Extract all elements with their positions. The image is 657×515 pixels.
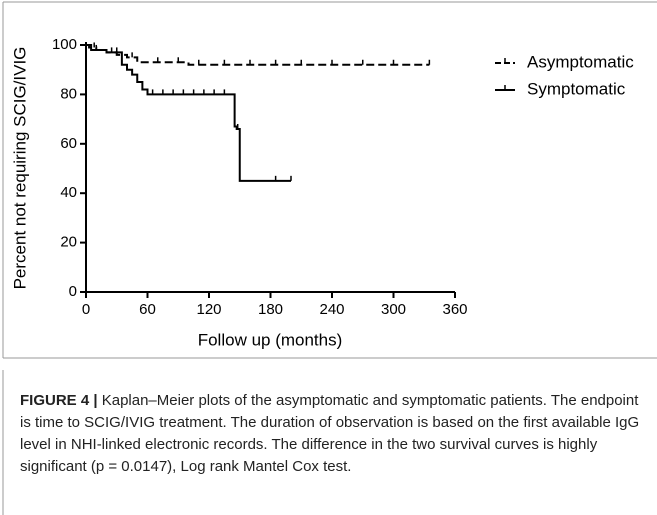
x-axis-label: Follow up (months) xyxy=(198,330,343,349)
y-tick-label: 0 xyxy=(69,283,77,300)
y-tick-label: 40 xyxy=(60,184,77,201)
x-tick-label: 240 xyxy=(319,301,344,318)
y-tick-label: 100 xyxy=(52,36,77,53)
x-tick-label: 120 xyxy=(196,301,221,318)
y-tick-label: 80 xyxy=(60,85,77,102)
x-tick-label: 0 xyxy=(82,301,90,318)
x-tick-label: 360 xyxy=(442,301,467,318)
y-axis-label: Percent not requiring SCIG/IVIG xyxy=(10,47,29,290)
caption: FIGURE 4 | Kaplan–Meier plots of the asy… xyxy=(20,390,645,478)
x-tick-label: 180 xyxy=(258,301,283,318)
y-tick-label: 20 xyxy=(60,234,77,251)
legend-label: Asymptomatic xyxy=(527,52,634,71)
survival-curve xyxy=(86,44,430,66)
survival-curve xyxy=(86,44,291,182)
x-tick-label: 60 xyxy=(139,301,156,318)
caption-label: FIGURE 4 | xyxy=(20,392,98,409)
caption-text: Kaplan–Meier plots of the asymptomatic a… xyxy=(20,392,640,475)
chart: Percent not requiring SCIG/IVIG Follow u… xyxy=(2,1,657,359)
caption-border xyxy=(2,370,4,515)
x-tick-label: 300 xyxy=(381,301,406,318)
y-tick-label: 60 xyxy=(60,135,77,152)
legend-label: Symptomatic xyxy=(527,79,626,98)
